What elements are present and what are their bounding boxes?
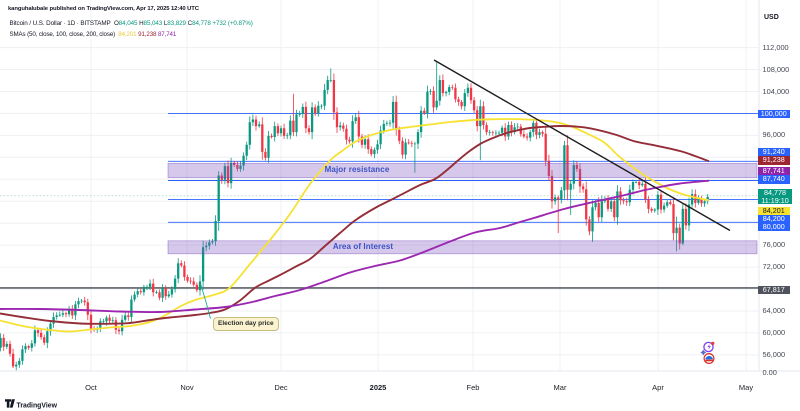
svg-text:TradingView: TradingView [17,402,58,409]
